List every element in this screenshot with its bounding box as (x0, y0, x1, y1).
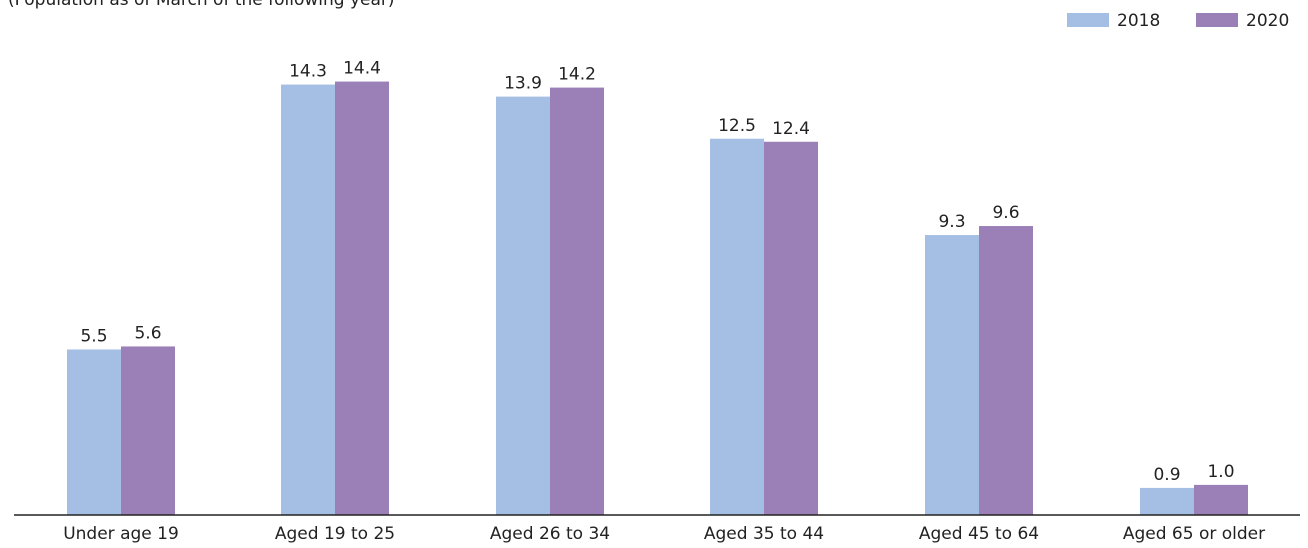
bar-2020-0 (121, 346, 175, 515)
data-label-2020-2: 14.2 (558, 65, 596, 85)
bar-2020-1 (335, 81, 389, 515)
legend-swatch-2018 (1067, 13, 1109, 27)
data-label-2018-0: 5.5 (80, 326, 107, 346)
bar-2020-3 (764, 141, 818, 515)
value-labels: 5.5 5.6 14.3 14.4 13.9 14.2 12.5 12.4 9.3 9.6 0.9 1… (80, 59, 1234, 485)
x-tick-label-5: Aged 65 or older (1123, 524, 1265, 544)
data-label-2018-4: 9.3 (938, 212, 965, 232)
x-tick-label-2: Aged 26 to 34 (490, 524, 610, 544)
x-tick-label-0: Under age 19 (63, 524, 179, 544)
data-label-2018-2: 13.9 (504, 74, 542, 94)
bar-2018-0 (67, 349, 121, 515)
data-label-2020-0: 5.6 (134, 323, 161, 343)
bar-2018-5 (1140, 487, 1194, 515)
legend: 2018 2020 (1067, 11, 1289, 31)
bar-2020-4 (979, 226, 1033, 516)
bar-2018-1 (281, 84, 335, 515)
data-label-2018-3: 12.5 (718, 116, 756, 136)
bar-2018-2 (496, 96, 550, 516)
bar-2020-2 (550, 87, 604, 515)
legend-item-2020: 2020 (1196, 11, 1289, 31)
x-tick-labels: Under age 19 Aged 19 to 25 Aged 26 to 34 Ag… (63, 524, 1265, 544)
data-label-2020-1: 14.4 (343, 59, 381, 79)
legend-label-2020: 2020 (1246, 11, 1289, 31)
data-label-2018-1: 14.3 (289, 62, 327, 82)
bar-2018-4 (925, 235, 979, 515)
legend-item-2018: 2018 (1067, 11, 1160, 31)
data-label-2020-4: 9.6 (992, 203, 1019, 223)
legend-label-2018: 2018 (1117, 11, 1160, 31)
chart-subtitle: (Population as of March of the following… (8, 0, 395, 10)
bar-2020-5 (1194, 484, 1248, 515)
data-label-2020-5: 1.0 (1207, 462, 1234, 482)
bar-2018-3 (710, 138, 764, 515)
x-tick-label-3: Aged 35 to 44 (704, 524, 824, 544)
bars (67, 81, 1248, 516)
x-tick-label-1: Aged 19 to 25 (275, 524, 395, 544)
x-tick-label-4: Aged 45 to 64 (919, 524, 1039, 544)
legend-swatch-2020 (1196, 13, 1238, 27)
data-label-2018-5: 0.9 (1153, 465, 1180, 485)
data-label-2020-3: 12.4 (772, 119, 810, 139)
